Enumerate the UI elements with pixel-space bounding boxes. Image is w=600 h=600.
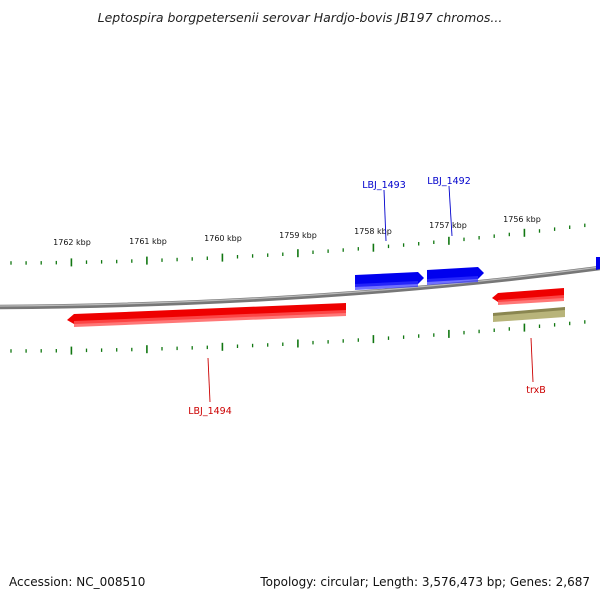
cds-LBJ_1494[interactable] <box>67 303 346 327</box>
gene-trxB[interactable] <box>493 307 565 322</box>
tick-label-1761: 1761 kbp <box>129 237 167 246</box>
leader-trxB <box>530 337 534 383</box>
leader-LBJ_1493 <box>383 189 387 242</box>
tick-row-reverse <box>10 320 586 355</box>
cds-trxB[interactable] <box>492 288 564 305</box>
tick-row-forward <box>10 223 586 267</box>
feature-label-LBJ_1494[interactable]: LBJ_1494 <box>188 406 232 417</box>
feature-label-LBJ_1492[interactable]: LBJ_1492 <box>427 176 471 187</box>
tick-label-1758: 1758 kbp <box>354 227 392 236</box>
tick-label-1756: 1756 kbp <box>503 215 541 224</box>
tick-label-1759: 1759 kbp <box>279 231 317 240</box>
cds-offscreen-right[interactable] <box>596 257 600 270</box>
cds-LBJ_1492[interactable] <box>427 267 484 285</box>
chromosome-backbone <box>0 265 600 310</box>
tick-label-1760: 1760 kbp <box>204 234 242 243</box>
tick-label-1762: 1762 kbp <box>53 238 91 247</box>
map-title: Leptospira borgpetersenii serovar Hardjo… <box>98 10 503 25</box>
tick-labels: 1762 kbp 1761 kbp 1760 kbp 1759 kbp 1758… <box>53 215 541 247</box>
accession-text: Accession: NC_008510 <box>9 575 145 589</box>
leader-LBJ_1492 <box>448 185 453 237</box>
leader-LBJ_1494 <box>207 357 211 403</box>
genome-summary-text: Topology: circular; Length: 3,576,473 bp… <box>259 575 590 589</box>
feature-label-trxB[interactable]: trxB <box>526 385 546 396</box>
cds-LBJ_1493[interactable] <box>355 272 424 290</box>
feature-label-LBJ_1493[interactable]: LBJ_1493 <box>362 180 406 191</box>
tick-label-1757: 1757 kbp <box>429 221 467 230</box>
